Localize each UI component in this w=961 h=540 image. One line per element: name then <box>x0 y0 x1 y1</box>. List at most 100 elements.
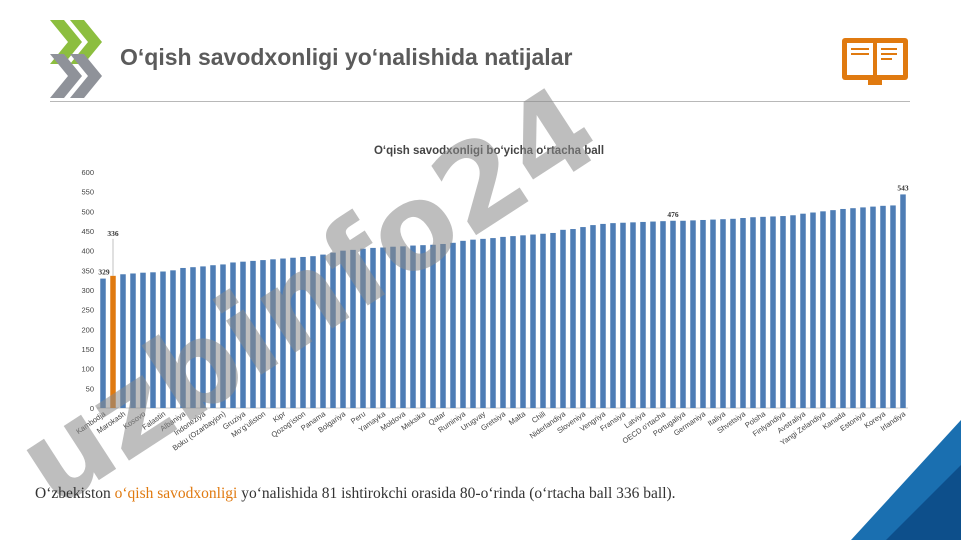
bar <box>780 216 786 408</box>
y-tick-label: 550 <box>81 188 94 197</box>
bar <box>220 264 226 408</box>
bar <box>490 238 496 408</box>
data-label: 543 <box>897 183 909 192</box>
y-tick-label: 400 <box>81 247 94 256</box>
bar <box>560 229 566 408</box>
bar <box>880 205 886 408</box>
bar <box>900 194 906 408</box>
caption-highlight: o‘qish savodxonligi <box>114 485 238 502</box>
bar <box>810 212 816 408</box>
bar-highlight <box>110 275 116 408</box>
bar <box>660 221 666 408</box>
bar <box>620 222 626 408</box>
bar <box>670 220 676 408</box>
bar <box>440 243 446 408</box>
bar <box>500 236 506 408</box>
bar <box>480 238 486 408</box>
bar <box>210 265 216 408</box>
bar <box>870 206 876 408</box>
bar <box>130 273 136 408</box>
bar <box>630 222 636 408</box>
bar <box>570 229 576 408</box>
bar <box>710 219 716 408</box>
bar <box>420 245 426 408</box>
y-tick-label: 150 <box>81 345 94 354</box>
y-tick-label: 200 <box>81 325 94 334</box>
y-tick-label: 600 <box>81 168 94 177</box>
bar <box>760 216 766 408</box>
bar <box>590 225 596 408</box>
bar <box>890 205 896 408</box>
reading-literacy-bar-chart: O‘qish savodxonligi bo‘yicha o‘rtacha ba… <box>74 145 909 453</box>
data-label: 329 <box>98 268 110 277</box>
bar <box>370 247 376 408</box>
bar <box>860 207 866 408</box>
bar <box>180 267 186 408</box>
caption-lead: O‘zbekiston <box>35 485 115 502</box>
bar <box>240 261 246 408</box>
bar <box>170 270 176 408</box>
bar <box>120 274 126 408</box>
bar <box>550 232 556 408</box>
y-tick-label: 350 <box>81 266 94 275</box>
bar <box>460 240 466 408</box>
bar <box>450 242 456 408</box>
bar <box>510 236 516 408</box>
bar <box>350 249 356 408</box>
bar <box>260 260 266 408</box>
bar <box>430 244 436 408</box>
bar <box>740 218 746 408</box>
bar <box>140 272 146 408</box>
y-tick-label: 300 <box>81 286 94 295</box>
bar <box>600 223 606 408</box>
bar <box>380 247 386 408</box>
page-title: O‘qish savodxonligi yo‘nalishida natijal… <box>120 44 573 70</box>
y-tick-label: 0 <box>90 404 94 413</box>
open-book-icon <box>842 38 908 85</box>
bar <box>690 220 696 408</box>
caption-rest: yo‘nalishida 81 ishtirokchi orasida 80-o… <box>237 485 676 502</box>
header-divider <box>50 101 910 102</box>
chart-title: O‘qish savodxonligi bo‘yicha o‘rtacha ba… <box>374 145 604 157</box>
bar <box>680 220 686 408</box>
y-tick-label: 100 <box>81 365 94 374</box>
x-axis-labels: KambodjaMarokashKosovoFalastinAlbaniyaIn… <box>74 409 908 453</box>
bar <box>400 246 406 408</box>
bar <box>410 245 416 408</box>
bar <box>790 215 796 408</box>
bar <box>150 272 156 408</box>
bar <box>540 233 546 408</box>
summary-caption: O‘zbekiston o‘qish savodxonligi yo‘nalis… <box>35 485 865 503</box>
bar <box>190 267 196 408</box>
bar <box>730 218 736 408</box>
bar <box>650 221 656 408</box>
bar <box>830 210 836 408</box>
bar <box>470 239 476 408</box>
x-tick-label: Malta <box>507 409 528 427</box>
bar <box>530 234 536 408</box>
bar <box>700 219 706 408</box>
bar <box>310 256 316 408</box>
corner-decoration <box>851 420 961 540</box>
bar <box>100 278 106 408</box>
bar <box>850 208 856 408</box>
data-label: 336 <box>107 229 119 238</box>
bar <box>610 223 616 408</box>
data-labels: 329 336 476 543 <box>98 183 909 276</box>
bar <box>770 216 776 408</box>
bar-series <box>100 194 906 408</box>
bar <box>320 254 326 408</box>
bar <box>160 271 166 408</box>
y-tick-label: 250 <box>81 306 94 315</box>
bar <box>820 211 826 408</box>
bar <box>360 248 366 408</box>
bar <box>720 219 726 408</box>
bar <box>280 258 286 408</box>
bar <box>840 208 846 408</box>
y-tick-label: 500 <box>81 207 94 216</box>
bar <box>200 266 206 408</box>
bar <box>330 252 336 408</box>
bar <box>520 235 526 408</box>
bar <box>390 246 396 408</box>
bar <box>340 250 346 408</box>
